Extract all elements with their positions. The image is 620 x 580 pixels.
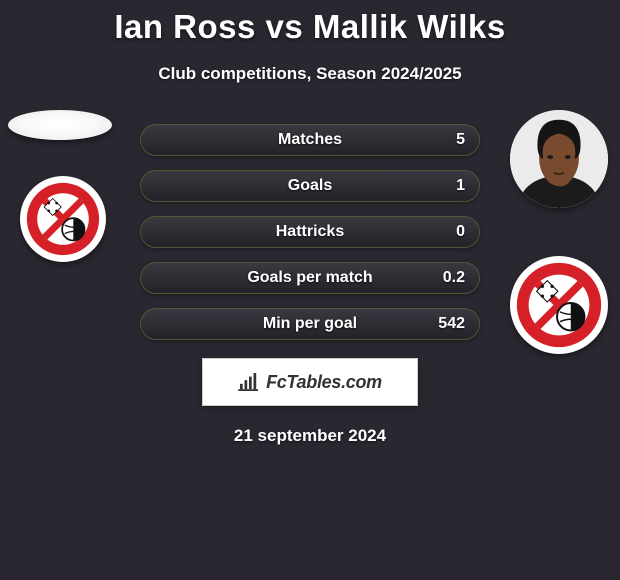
page-title: Ian Ross vs Mallik Wilks <box>0 0 620 46</box>
stat-row-goals: Goals 1 <box>140 170 480 202</box>
stat-value-right: 0.2 <box>443 269 465 287</box>
player-left-avatar <box>8 110 112 140</box>
brand-attribution[interactable]: FcTables.com <box>202 358 418 406</box>
stat-row-goals-per-match: Goals per match 0.2 <box>140 262 480 294</box>
brand-text: FcTables.com <box>266 372 382 393</box>
stat-value-right: 1 <box>456 177 465 195</box>
stat-label: Goals <box>288 177 332 195</box>
date-caption: 21 september 2024 <box>0 426 620 446</box>
player-right-avatar <box>510 110 608 208</box>
stat-label: Min per goal <box>263 315 357 333</box>
stat-label: Matches <box>278 131 342 149</box>
stat-value-right: 0 <box>456 223 465 241</box>
stat-row-hattricks: Hattricks 0 <box>140 216 480 248</box>
club-left-crest <box>20 176 106 262</box>
stat-label: Hattricks <box>276 223 344 241</box>
stat-label: Goals per match <box>247 269 372 287</box>
stat-value-right: 542 <box>438 315 465 333</box>
page-subtitle: Club competitions, Season 2024/2025 <box>0 64 620 84</box>
bar-chart-icon <box>238 373 260 391</box>
stat-value-right: 5 <box>456 131 465 149</box>
stat-row-min-per-goal: Min per goal 542 <box>140 308 480 340</box>
club-right-crest <box>510 256 608 354</box>
stat-row-matches: Matches 5 <box>140 124 480 156</box>
comparison-panel: Matches 5 Goals 1 Hattricks 0 Goals per … <box>0 124 620 446</box>
